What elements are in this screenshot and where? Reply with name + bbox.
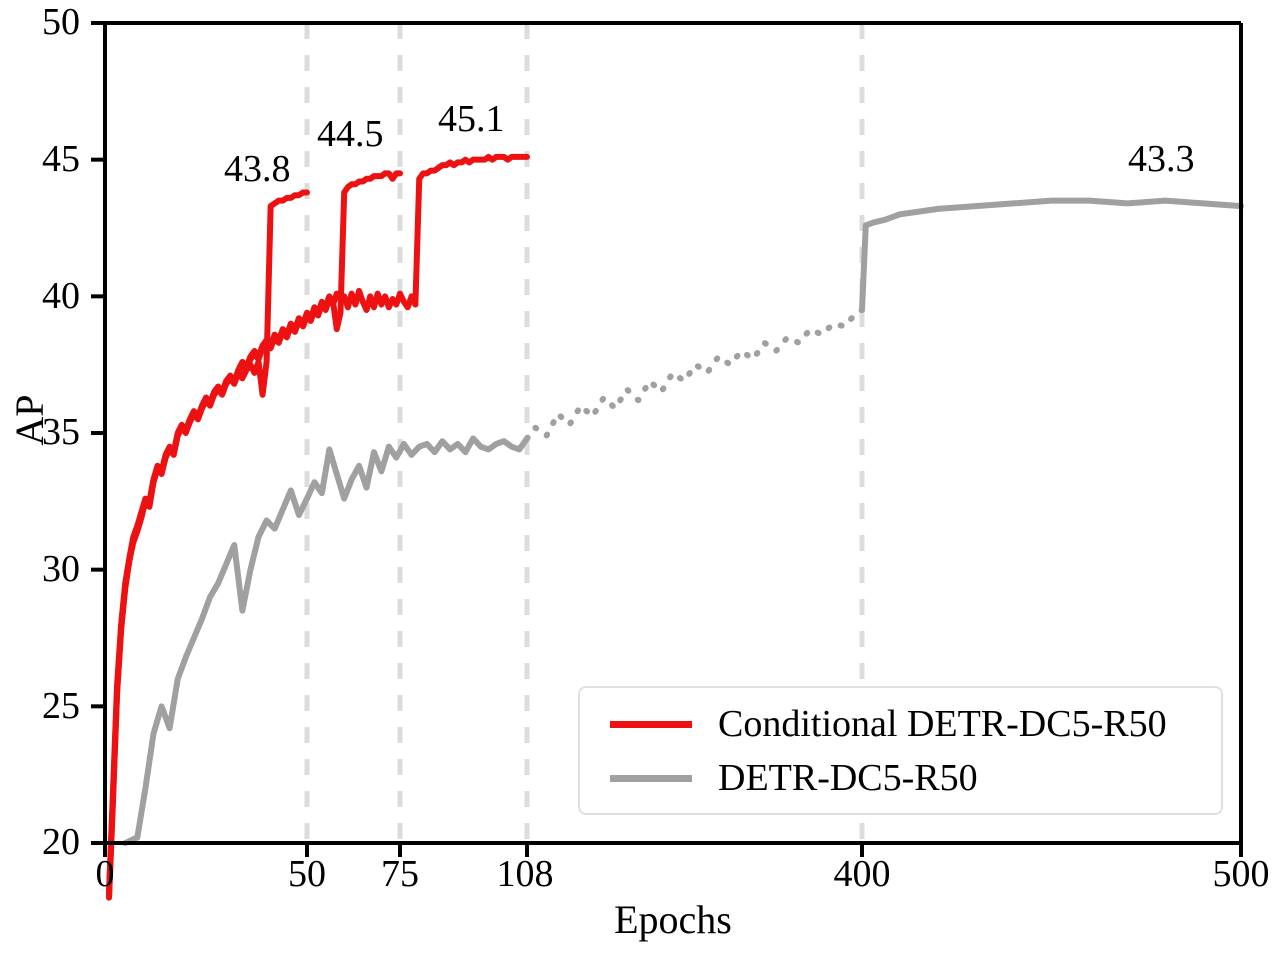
series-line-detr-solid-late xyxy=(859,197,1244,313)
x-tick-label-50: 50 xyxy=(288,853,326,895)
x-tick-label-75: 75 xyxy=(381,853,419,895)
series-line-conditional-detr-run-2 xyxy=(106,170,403,896)
legend-color-swatch-conditional-detr xyxy=(610,720,692,728)
y-tick-label-30: 30 xyxy=(42,548,80,590)
series-line-detr-solid-early xyxy=(122,435,530,846)
legend-label-detr: DETR-DC5-R50 xyxy=(718,757,978,799)
y-tick-label-40: 40 xyxy=(42,275,80,317)
x-tick-label-108: 108 xyxy=(496,853,554,895)
y-tick-label-25: 25 xyxy=(42,685,80,727)
legend-color-swatch-detr xyxy=(610,774,692,782)
annotation-45-1: 45.1 xyxy=(438,98,505,140)
y-tick-label-35: 35 xyxy=(42,411,80,453)
legend-item-conditional-detr[interactable]: Conditional DETR-DC5-R50 xyxy=(610,702,1167,746)
annotation-44-5: 44.5 xyxy=(317,113,384,155)
x-tick-label-500: 500 xyxy=(1212,853,1270,895)
series-line-conditional-detr-run-3 xyxy=(106,153,530,898)
legend: Conditional DETR-DC5-R50 DETR-DC5-R50 xyxy=(578,686,1223,815)
x-tick-label-0: 0 xyxy=(95,853,115,895)
series-line-detr-dotted-mid xyxy=(524,307,865,442)
series-group xyxy=(106,153,1244,901)
y-axis-title: AP xyxy=(7,394,52,446)
y-tick-label-20: 20 xyxy=(42,821,80,863)
x-axis-title: Epochs xyxy=(614,897,732,942)
annotation-43-8: 43.8 xyxy=(224,148,291,190)
y-tick-label-50: 50 xyxy=(42,1,80,43)
tick-marks-group xyxy=(91,21,1243,857)
x-tick-label-400: 400 xyxy=(833,853,891,895)
legend-item-detr[interactable]: DETR-DC5-R50 xyxy=(610,756,978,800)
series-line-conditional-detr-run-1 xyxy=(106,189,310,901)
legend-label-conditional-detr: Conditional DETR-DC5-R50 xyxy=(718,703,1167,745)
annotation-43-3: 43.3 xyxy=(1128,138,1195,180)
y-tick-label-45: 45 xyxy=(42,138,80,180)
